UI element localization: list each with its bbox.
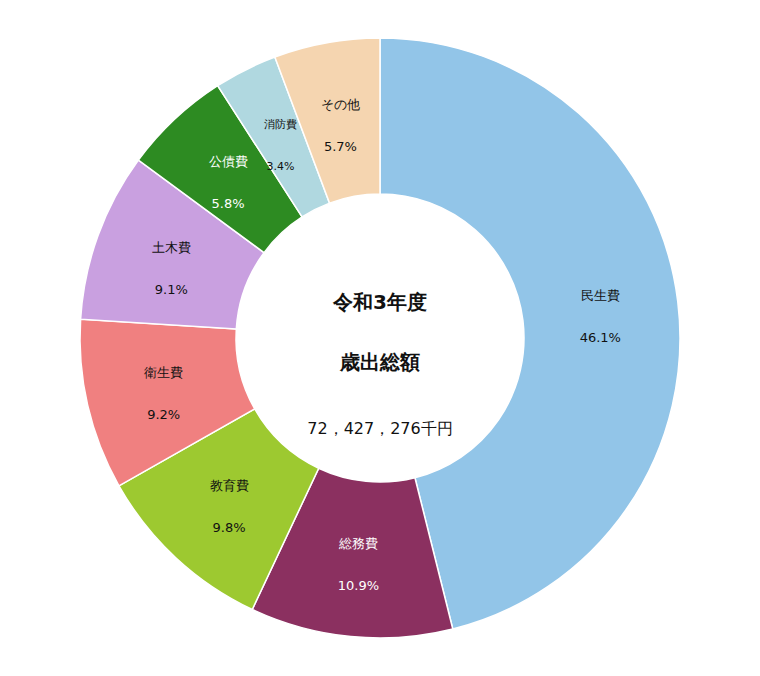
chart-container: 民生費 46.1% 総務費 10.9% 教育費 9.8% 衛生費 9.2% 土木費 9.1% 公債費…	[0, 0, 760, 676]
wedge-label: 衛生費	[144, 365, 183, 380]
center-text: 令和3年度歳出総額 72，427，276千円	[307, 290, 452, 438]
wedge-value-label: 5.8%	[212, 196, 245, 211]
wedge-label: 公債費	[209, 154, 248, 169]
wedge	[80, 319, 255, 486]
wedge-value-label: 9.1%	[155, 282, 188, 297]
wedge-value-label: 3.4%	[266, 160, 294, 173]
wedge-label: 民生費	[581, 288, 620, 303]
wedge-value-label: 9.2%	[147, 407, 180, 422]
wedge-label: 教育費	[210, 478, 249, 493]
wedge-label: 消防費	[264, 118, 297, 131]
wedge-label: 総務費	[338, 536, 378, 551]
wedge-label: その他	[321, 97, 360, 112]
wedges	[80, 38, 680, 638]
center-annotation: 72，427，276千円	[307, 419, 452, 438]
wedge-value-label: 5.7%	[324, 139, 357, 154]
chart-svg: 民生費 46.1% 総務費 10.9% 教育費 9.8% 衛生費 9.2% 土木費 9.1% 公債費…	[0, 0, 760, 676]
center-annotation: 令和3年度	[332, 290, 427, 314]
center-annotation: 歳出総額	[339, 350, 420, 374]
background	[0, 0, 760, 676]
wedge-value-label: 46.1%	[580, 330, 621, 345]
data-labels: 民生費 46.1% 総務費 10.9% 教育費 9.8% 衛生費 9.2% 土木費 9.1% 公債費…	[144, 97, 621, 593]
wedge-value-label: 9.8%	[213, 520, 246, 535]
wedge-label: 土木費	[152, 240, 191, 255]
wedge-value-label: 10.9%	[338, 578, 379, 593]
